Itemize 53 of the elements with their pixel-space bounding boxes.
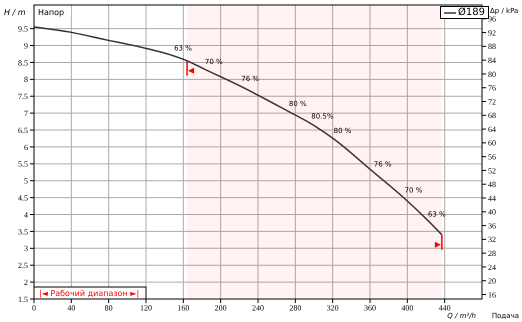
y-tick-label: 3 [24, 244, 28, 254]
y-tick-label: 1.5 [18, 294, 28, 304]
x-tick-label: 240 [252, 304, 264, 313]
y2-tick-label: 24 [488, 262, 496, 272]
y-tick-label: 3.5 [18, 227, 28, 236]
y-tick-label: 2.5 [18, 261, 28, 270]
y-tick-label: 7 [24, 108, 28, 118]
y2-tick-label: 36 [488, 221, 496, 230]
y2-tick-label: 80 [488, 70, 496, 79]
y2-tick-label: 44 [488, 194, 496, 203]
x-tick-label: 360 [364, 304, 376, 313]
y2-tick-label: 72 [488, 97, 496, 106]
x-tick-label: 80 [104, 304, 113, 313]
y-tick-label: 5.5 [18, 160, 28, 169]
y2-tick-label: 60 [488, 138, 496, 148]
y2-tick-label: 52 [488, 166, 496, 176]
x-tick-label: 40 [67, 304, 76, 313]
y2-tick-label: 64 [488, 124, 496, 134]
x-tick-label: 440 [438, 304, 451, 313]
y2-tick-label: 68 [488, 111, 496, 120]
y2-tick-label: 16 [488, 290, 496, 300]
y-tick-label: 8.5 [18, 58, 28, 68]
y2-tick-label: 56 [488, 152, 496, 162]
y-tick-label: 7.5 [18, 92, 28, 102]
band-label: |◄ Рабочий диапазон ►| [39, 289, 140, 298]
y2-tick-label: 92 [488, 28, 496, 38]
x-tick-label: 160 [177, 304, 190, 313]
y2-tick-label: 28 [488, 249, 496, 258]
chart-title: Напор [38, 8, 64, 17]
x-tick-label: 120 [140, 304, 152, 313]
x-tick-label: 200 [214, 304, 227, 313]
y2-tick-label: 48 [488, 180, 496, 190]
x-tick-label: 0 [32, 304, 36, 313]
y-tick-label: 9.5 [18, 24, 28, 34]
x-tick-label: 320 [326, 304, 339, 313]
y2-tick-label: 88 [488, 42, 496, 52]
y-tick-label: 6 [24, 142, 28, 152]
y-tick-label: 4 [24, 210, 28, 220]
y2-tick-label: 32 [488, 235, 496, 244]
y2-tick-label: 40 [488, 208, 496, 217]
y2-tick-label: 20 [488, 276, 496, 286]
legend-label: Ø189 [458, 7, 485, 18]
y-axis-title: H / m [4, 8, 26, 17]
x-tick-label: 280 [289, 304, 302, 313]
y-tick-label: 5 [24, 176, 28, 186]
y-tick-label: 2 [24, 278, 28, 287]
y2-tick-label: 76 [488, 84, 496, 93]
y-tick-label: 8 [24, 75, 28, 84]
x-tick-label: 400 [401, 304, 414, 313]
y2-tick-label: 84 [488, 56, 496, 65]
y-tick-label: 9 [24, 41, 28, 50]
y-tick-label: 4.5 [18, 193, 28, 202]
y-tick-label: 6.5 [18, 126, 28, 135]
